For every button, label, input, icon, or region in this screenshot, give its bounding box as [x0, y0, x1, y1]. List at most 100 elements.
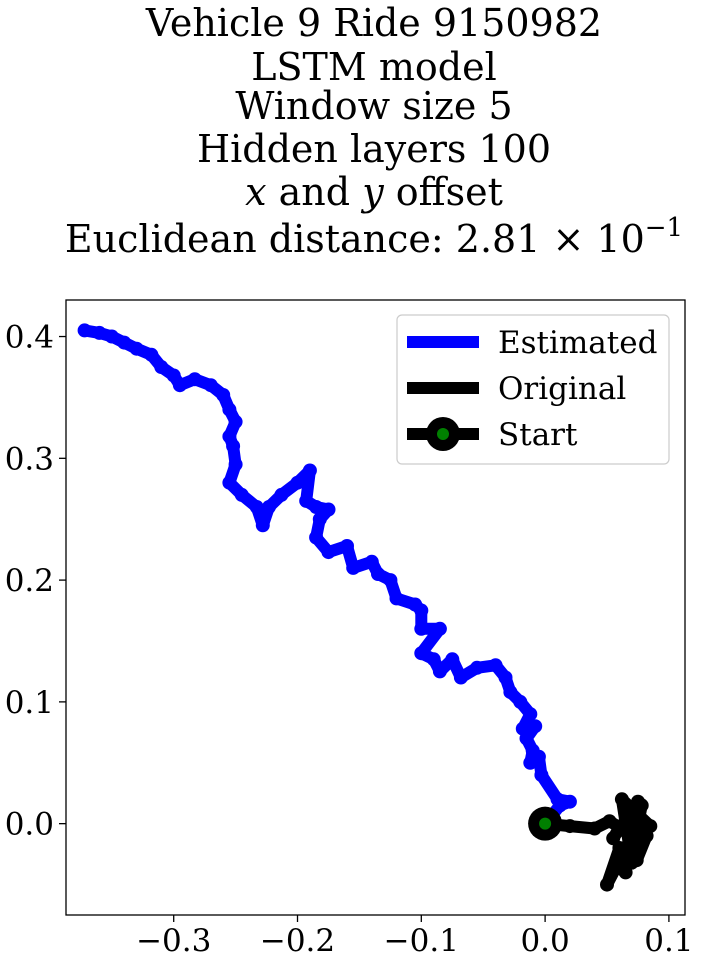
series-point-estimated — [312, 512, 327, 527]
series-point-estimated — [470, 660, 484, 675]
series-point-estimated — [299, 493, 314, 508]
series-point-estimated — [371, 567, 385, 581]
start-marker-dot — [539, 817, 552, 830]
legend-start-label: Start — [498, 417, 578, 453]
title-line-5: x and y offset — [245, 170, 503, 214]
series-point-estimated — [389, 591, 404, 606]
y-tick-label: 0.2 — [5, 563, 54, 599]
title-distance-exponent: −1 — [645, 213, 683, 243]
series-point-estimated — [77, 323, 92, 338]
series-point-estimated — [290, 475, 305, 490]
title-and-word: and — [267, 170, 363, 214]
series-point-estimated — [498, 670, 513, 685]
series-point-estimated — [523, 755, 538, 770]
series-point-original — [629, 853, 644, 868]
x-tick-label: 0.0 — [520, 923, 569, 959]
series-point-original — [600, 877, 614, 892]
series-point-estimated — [216, 388, 231, 402]
series-point-estimated — [364, 554, 379, 569]
series-point-estimated — [129, 341, 144, 356]
title-line-6: Euclidean distance: 2.81 × 10−1 — [65, 213, 683, 261]
series-point-estimated — [488, 658, 503, 673]
series-point-estimated — [432, 664, 447, 679]
series-point-estimated — [117, 335, 132, 350]
series-point-original — [562, 819, 577, 834]
series-point-estimated — [414, 646, 429, 661]
series-point-estimated — [550, 792, 565, 807]
series-point-estimated — [453, 670, 468, 685]
series-point-estimated — [255, 518, 270, 533]
title-distance-times: × 10 — [540, 217, 644, 261]
series-point-estimated — [222, 475, 237, 490]
series-point-estimated — [222, 402, 237, 417]
series-point-estimated — [321, 545, 336, 560]
series-point-estimated — [408, 597, 423, 612]
legend-estimated-label: Estimated — [498, 325, 657, 361]
series-point-estimated — [321, 502, 336, 517]
title-line-2: LSTM model — [251, 45, 496, 89]
series-point-original — [587, 821, 602, 836]
legend-item-estimated: Estimated — [407, 325, 657, 361]
series-point-estimated — [414, 621, 429, 636]
chart-title: Vehicle 9 Ride 9150982 LSTM model Window… — [65, 1, 683, 261]
legend: Estimated Original Start — [396, 314, 670, 465]
series-point-estimated — [523, 707, 538, 722]
series-point-estimated — [249, 500, 264, 514]
series-point-estimated — [525, 743, 540, 758]
series-point-estimated — [302, 463, 317, 478]
axes: −0.3 −0.2 −0.1 0.0 0.1 0.0 0.1 0.2 0.3 0.4 — [5, 320, 694, 959]
y-tick-label: 0.3 — [5, 441, 54, 477]
series-point-estimated — [104, 329, 119, 344]
series-point-estimated — [234, 487, 249, 502]
series-point-original — [612, 841, 627, 855]
series-point-original — [634, 798, 649, 813]
series-point-estimated — [515, 721, 530, 736]
series-point-estimated — [383, 573, 398, 588]
x-tick-label: −0.1 — [384, 923, 459, 959]
y-tick-label: 0.1 — [5, 685, 54, 721]
series-point-estimated — [187, 372, 202, 387]
y-tick-label: 0.0 — [5, 807, 54, 843]
series-point-estimated — [503, 685, 518, 700]
series-point-estimated — [154, 360, 169, 374]
series-point-original — [612, 820, 627, 835]
series-point-estimated — [144, 347, 159, 362]
series-point-estimated — [426, 652, 441, 667]
legend-item-original: Original — [407, 371, 626, 407]
series-point-estimated — [203, 378, 218, 393]
legend-original-label: Original — [498, 371, 626, 407]
plot-frame — [65, 299, 686, 916]
series-point-estimated — [262, 500, 276, 514]
title-line-3: Window size 5 — [235, 84, 512, 128]
series-point-estimated — [309, 530, 324, 545]
series-point-original — [639, 828, 654, 843]
series-point-estimated — [228, 457, 243, 472]
series-point-estimated — [445, 652, 460, 667]
y-tick-label: 0.4 — [5, 320, 54, 356]
title-distance-text: Euclidean distance: 2.81 — [65, 217, 540, 261]
x-tick-label: 0.1 — [644, 923, 693, 959]
series-point-original — [614, 792, 629, 807]
series-point-estimated — [513, 694, 528, 709]
series-point-estimated — [340, 539, 354, 553]
legend-item-start: Start — [407, 417, 578, 453]
title-offset-word: offset — [384, 170, 503, 214]
x-tick-label: −0.2 — [260, 923, 335, 959]
legend-start-dot — [437, 428, 449, 440]
series-point-estimated — [228, 414, 243, 429]
title-x-symbol: x — [245, 170, 266, 214]
series-point-original — [609, 859, 624, 874]
series-point-estimated — [346, 560, 361, 575]
series-point-estimated — [92, 325, 107, 340]
series-point-estimated — [432, 621, 447, 636]
title-y-symbol: y — [360, 170, 384, 214]
series-point-estimated — [534, 768, 549, 782]
series-point-estimated — [222, 429, 237, 444]
plot-area — [77, 323, 658, 892]
series-point-estimated — [274, 487, 289, 502]
series-point-estimated — [166, 368, 181, 383]
legend-box — [396, 314, 670, 465]
series-point-original — [619, 810, 634, 825]
series-point-estimated — [528, 719, 543, 734]
